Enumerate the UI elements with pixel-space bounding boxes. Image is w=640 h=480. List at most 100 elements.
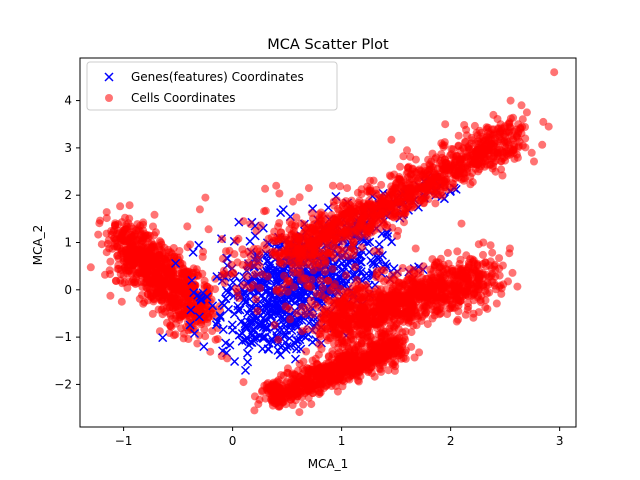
cell-point	[330, 254, 339, 262]
cell-point	[469, 156, 478, 165]
cell-point	[270, 247, 279, 256]
cell-point	[415, 196, 424, 205]
cell-point	[521, 134, 530, 143]
cell-point	[409, 185, 418, 193]
cell-point	[376, 274, 385, 283]
cell-point	[447, 145, 456, 153]
cell-point	[391, 184, 400, 193]
cell-point	[261, 184, 270, 193]
cell-point	[457, 219, 466, 228]
cell-point	[163, 297, 172, 306]
cell-point	[400, 189, 409, 197]
cell-point	[400, 218, 408, 227]
cell-point	[324, 276, 333, 285]
cell-point	[159, 304, 168, 313]
gene-point	[221, 294, 231, 304]
cell-point	[495, 254, 504, 263]
cell-point	[323, 248, 332, 257]
cell-point	[201, 332, 210, 341]
cell-point	[514, 129, 523, 138]
cell-point	[307, 244, 316, 253]
cell-point	[280, 246, 289, 255]
cell-point	[167, 275, 176, 284]
cell-point	[486, 241, 495, 250]
cell-point	[429, 284, 438, 293]
cell-point	[317, 291, 326, 300]
cell-point	[264, 384, 273, 392]
cell-point	[394, 325, 403, 333]
cell-point	[432, 185, 441, 194]
cell-point	[344, 287, 353, 296]
cell-point	[242, 272, 251, 281]
cell-point	[407, 342, 416, 351]
cell-point	[118, 235, 127, 244]
cell-point	[195, 331, 203, 340]
gene-point	[158, 333, 168, 343]
cell-point	[430, 276, 439, 285]
cell-point	[369, 307, 378, 316]
cell-point	[191, 280, 199, 289]
cell-point	[289, 268, 297, 277]
cell-point	[232, 236, 241, 245]
cell-point	[299, 400, 308, 409]
gene-point	[237, 336, 247, 346]
cell-point	[176, 261, 185, 270]
cell-point	[183, 290, 191, 299]
cell-point	[432, 177, 440, 186]
cell-point	[372, 267, 381, 276]
cell-point	[292, 249, 301, 258]
cell-point	[474, 167, 483, 176]
cell-point	[321, 306, 330, 315]
cell-point	[285, 304, 294, 313]
gene-point	[243, 357, 253, 367]
gene-point	[208, 301, 218, 311]
cell-point	[270, 321, 279, 329]
cell-point	[393, 231, 402, 240]
cell-point	[354, 323, 363, 332]
cell-point	[156, 266, 165, 275]
cell-point	[111, 239, 119, 248]
cell-point	[299, 244, 308, 253]
cell-point	[329, 283, 338, 292]
cell-point	[320, 314, 329, 323]
cell-point	[428, 162, 437, 171]
cell-point	[497, 165, 506, 174]
cell-point	[436, 262, 445, 271]
cell-point	[246, 220, 255, 229]
cell-point	[300, 380, 309, 388]
cell-point	[376, 300, 385, 309]
cell-point	[440, 181, 449, 189]
cell-point	[199, 247, 208, 256]
gene-point	[263, 344, 273, 354]
cell-point	[357, 185, 366, 194]
cell-point	[366, 294, 374, 303]
cell-point	[399, 354, 408, 363]
cell-point	[345, 372, 354, 381]
cell-point	[335, 348, 344, 357]
cell-point	[336, 182, 345, 191]
cell-point	[352, 287, 361, 296]
cell-point	[433, 307, 442, 316]
cell-point	[530, 157, 538, 166]
cell-point	[308, 223, 317, 232]
cell-point	[314, 303, 322, 312]
cell-point	[239, 217, 248, 226]
cell-point	[148, 280, 157, 289]
cell-point	[330, 241, 339, 250]
cell-point	[354, 366, 363, 375]
cell-point	[415, 348, 424, 357]
cell-point	[151, 228, 160, 237]
cell-point	[441, 120, 450, 129]
gene-point	[241, 296, 251, 306]
cell-point	[472, 146, 481, 154]
cell-point	[293, 309, 302, 318]
cell-point	[440, 138, 449, 147]
gene-point	[223, 304, 234, 314]
cell-point	[137, 277, 146, 286]
cell-point	[315, 340, 324, 349]
cell-point	[341, 226, 350, 235]
cell-point	[336, 284, 345, 293]
cell-point	[277, 235, 286, 243]
cell-point	[381, 309, 390, 318]
